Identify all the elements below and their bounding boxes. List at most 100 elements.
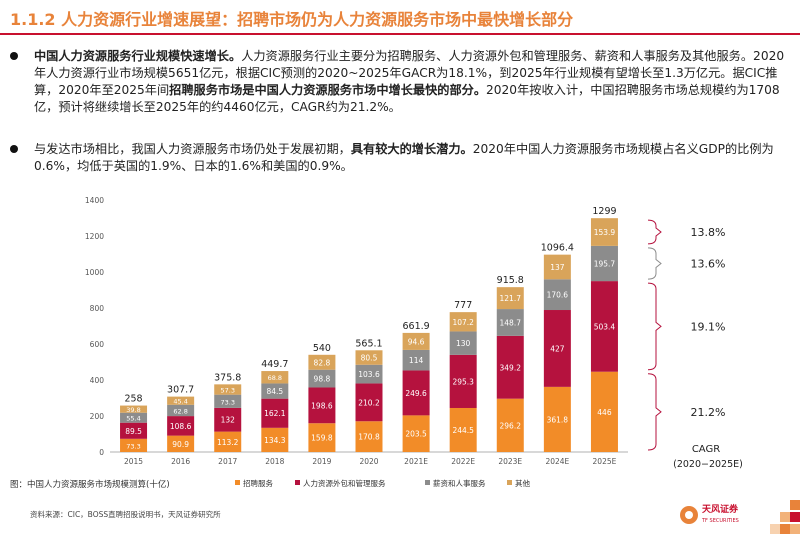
bar-segment — [261, 427, 289, 452]
bar-segment — [402, 332, 430, 350]
bar-segment — [496, 398, 524, 452]
bar-total-label: 540 — [313, 343, 331, 354]
y-tick-label: 0 — [99, 448, 104, 457]
bar-value-label: 349.2 — [500, 363, 522, 372]
bar-segment — [120, 412, 148, 423]
bar-segment — [543, 386, 571, 452]
bar-value-label: 114 — [409, 356, 424, 365]
bar-total-label: 565.1 — [355, 338, 382, 349]
bar-segment — [590, 371, 618, 452]
bar-segment — [120, 422, 148, 439]
bar-value-label: 62.8 — [173, 407, 187, 415]
bar-value-label: 73.3 — [220, 398, 234, 406]
bar-value-label: 148.7 — [500, 318, 522, 327]
x-tick-label: 2021E — [404, 457, 428, 466]
logo-flower-icon — [680, 506, 698, 524]
bullet-2-part-3: 2020年中国人力资源服务市场规模占名义GDP的比例为0.6%，均低于英国的1.… — [34, 142, 774, 173]
cagr-label: 13.6% — [691, 257, 726, 270]
bar-value-label: 121.7 — [500, 294, 522, 303]
bar-value-label: 57.3 — [220, 387, 234, 395]
bar-value-label: 170.8 — [358, 433, 380, 442]
y-tick-label: 1200 — [85, 232, 104, 241]
bar-value-label: 244.5 — [452, 426, 474, 435]
bullet-1-part-3: 招聘服务市场是中国人力资源服务市场中增长最快的部分。 — [169, 83, 487, 97]
bar-value-label: 132 — [221, 416, 236, 425]
bar-value-label: 68.8 — [268, 374, 282, 382]
bar-value-label: 108.6 — [170, 422, 192, 431]
bullet-1-text: 中国人力资源服务行业规模快速增长。人力资源服务行业主要分为招聘服务、人力资源外包… — [34, 48, 794, 116]
bar-value-label: 82.8 — [314, 358, 331, 367]
title-divider — [0, 33, 800, 35]
x-tick-label: 2020 — [359, 457, 378, 466]
bar-total-label: 661.9 — [402, 321, 429, 332]
bar-segment — [402, 370, 430, 416]
bullet-dot — [10, 52, 18, 60]
bar-total-label: 307.7 — [167, 385, 194, 396]
bar-segment — [449, 312, 477, 332]
cagr-bracket — [647, 219, 662, 245]
bar-value-label: 198.6 — [311, 401, 333, 410]
bar-segment — [590, 245, 618, 282]
bar-value-label: 203.5 — [405, 430, 427, 439]
bar-segment — [214, 407, 242, 432]
bar-segment — [167, 416, 195, 436]
bar-value-label: 98.8 — [314, 375, 331, 384]
bar-segment — [402, 349, 430, 371]
x-tick-label: 2023E — [498, 457, 522, 466]
bar-segment — [308, 387, 336, 424]
bar-total-label: 777 — [454, 300, 472, 311]
bar-segment — [308, 369, 336, 388]
bar-value-label: 295.3 — [452, 377, 474, 386]
bullet-dot — [10, 145, 18, 153]
cagr-label: 13.8% — [691, 226, 726, 239]
bar-segment — [355, 383, 383, 422]
chart-caption: 图：中国人力资源服务市场规模测算(十亿) — [10, 479, 170, 490]
cagr-bracket — [647, 247, 662, 280]
bar-total-label: 1096.4 — [541, 243, 574, 254]
bar-segment — [449, 407, 477, 452]
source-note: 资料来源：CIC，BOSS直聘招股说明书，天风证券研究所 — [30, 510, 221, 519]
bar-value-label: 446 — [597, 408, 612, 417]
bullet-2-part-1: 与发达市场相比，我国人力资源服务市场仍处于发展初期， — [34, 142, 351, 156]
bar-value-label: 153.9 — [594, 228, 616, 237]
logo-name: 天风证券 — [702, 504, 739, 515]
cagr-bracket — [647, 373, 662, 451]
bar-value-label: 55.4 — [126, 415, 140, 423]
bar-value-label: 137 — [550, 263, 565, 272]
x-tick-label: 2024E — [545, 457, 569, 466]
bar-segment — [449, 331, 477, 355]
logo-subtitle: TF SECURITIES — [702, 517, 739, 524]
y-tick-label: 400 — [90, 376, 105, 385]
bar-segment — [543, 310, 571, 387]
cagr-period: (2020−2025E) — [673, 459, 743, 470]
bar-value-label: 90.9 — [172, 440, 189, 449]
bar-segment — [167, 396, 195, 405]
bar-segment — [261, 383, 289, 399]
bar-value-label: 249.6 — [405, 389, 427, 398]
y-tick-label: 600 — [90, 340, 105, 349]
cagr-caption: CAGR — [692, 444, 720, 455]
bar-segment — [261, 371, 289, 384]
bar-value-label: 361.8 — [547, 415, 569, 424]
bar-segment — [214, 431, 242, 452]
bar-total-label: 375.8 — [214, 372, 241, 383]
cagr-label: 19.1% — [691, 320, 726, 333]
y-tick-label: 1000 — [85, 268, 104, 277]
bar-segment — [590, 281, 618, 372]
bullet-1-part-1: 中国人力资源服务行业规模快速增长。 — [34, 49, 242, 63]
bar-value-label: 73.3 — [126, 442, 140, 450]
bar-value-label: 195.7 — [594, 259, 616, 268]
x-tick-label: 2018 — [265, 457, 284, 466]
bar-value-label: 130 — [456, 339, 471, 348]
bar-value-label: 39.8 — [126, 406, 140, 414]
logo-text: 天风证券 TF SECURITIES — [702, 505, 739, 526]
y-tick-label: 200 — [90, 412, 105, 421]
legend-label: 薪资和人事服务 — [433, 478, 486, 488]
bar-segment — [355, 421, 383, 452]
legend-label: 招聘服务 — [243, 478, 273, 488]
legend-swatch — [507, 480, 512, 485]
bar-value-label: 80.5 — [361, 354, 378, 363]
page-title: 1.1.2 人力资源行业增速展望：招聘市场仍为人力资源服务市场中最快增长部分 — [10, 10, 574, 29]
corner-decoration — [770, 500, 800, 534]
bar-value-label: 94.6 — [408, 337, 425, 346]
